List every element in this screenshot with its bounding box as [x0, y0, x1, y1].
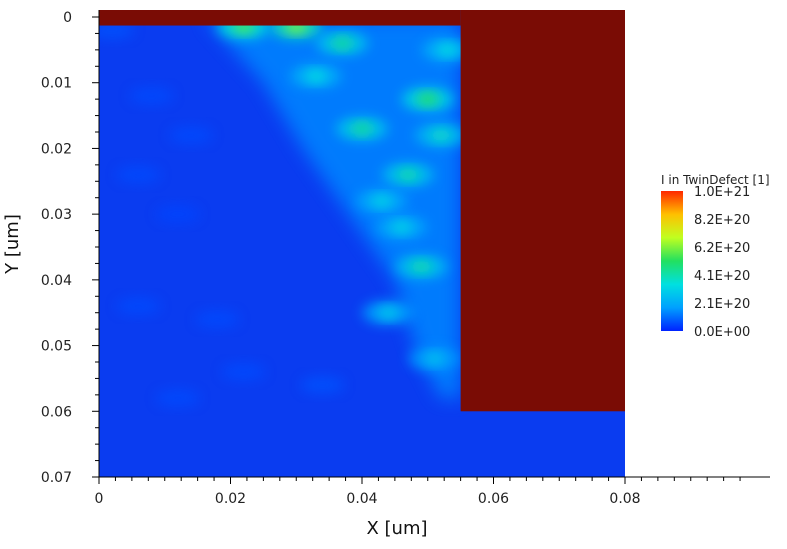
low-defect-patch: [169, 126, 214, 145]
low-defect-patch: [155, 205, 200, 224]
x-axis-ticks: 0 0.02 0.04 0.06 0.08: [95, 477, 741, 507]
colorbar: I in TwinDefect [1] 1.0E+21 8.2E+20 6.2E+2…: [661, 173, 770, 340]
low-defect-patch: [129, 86, 174, 105]
low-defect-patch: [155, 389, 200, 408]
colorbar-labels: 1.0E+21 8.2E+20 6.2E+20 4.1E+20 2.1E+20 0.0E+…: [694, 185, 750, 340]
colorbar-scale: [661, 191, 683, 331]
low-defect-patch: [300, 376, 345, 394]
y-tick-label: 0.05: [41, 339, 72, 355]
defect-hotspot-core: [304, 70, 327, 83]
y-tick-label: 0.04: [41, 273, 72, 289]
y-tick-label: 0: [63, 10, 72, 26]
low-defect-patch: [195, 310, 240, 329]
colorbar-label: 1.0E+21: [694, 185, 750, 200]
colorbar-title: I in TwinDefect [1]: [661, 173, 770, 187]
x-tick-label: 0.06: [478, 491, 509, 507]
defect-hotspot-core: [377, 306, 400, 319]
plot-area: [99, 10, 625, 477]
defect-hotspot-core: [351, 122, 373, 135]
y-tick-label: 0.06: [41, 404, 72, 420]
defect-hotspot-core: [423, 352, 446, 365]
defect-hotspot-core: [429, 129, 452, 142]
colorbar-label: 6.2E+20: [694, 241, 750, 256]
colorbar-label: 8.2E+20: [694, 213, 750, 228]
defect-hotspot-core: [390, 221, 413, 234]
low-defect-patch: [99, 21, 135, 40]
y-tick-label: 0.01: [41, 76, 72, 92]
x-tick-label: 0.02: [215, 491, 246, 507]
colorbar-label: 2.1E+20: [694, 297, 750, 312]
defect-hotspot-core: [416, 93, 439, 106]
colorbar-label: 4.1E+20: [694, 269, 750, 284]
x-axis-title: X [um]: [366, 518, 427, 539]
y-tick-label: 0.07: [41, 470, 72, 486]
low-defect-patch: [221, 362, 266, 381]
y-axis-title: Y [um]: [2, 214, 23, 275]
defect-hotspot-core: [410, 260, 433, 273]
y-axis-ticks: 0 0.01 0.02 0.03 0.04 0.05 0.06 0.07: [41, 10, 99, 486]
low-defect-patch: [116, 165, 161, 184]
x-tick-label: 0.04: [346, 491, 377, 507]
defect-hotspot-core: [331, 37, 354, 50]
x-tick-label: 0: [95, 491, 104, 507]
top-strip-region: [99, 10, 461, 26]
colorbar-label: 0.0E+00: [694, 325, 750, 340]
defect-band: [204, 17, 461, 399]
defect-hotspot-core: [370, 195, 393, 207]
defect-hotspot-core: [436, 43, 459, 56]
low-defect-patch: [116, 297, 161, 316]
y-tick-label: 0.02: [41, 141, 72, 157]
y-tick-label: 0.03: [41, 207, 72, 223]
defect-hotspot-core: [397, 168, 420, 181]
x-tick-label: 0.08: [609, 491, 640, 507]
saturated-block-region: [460, 10, 625, 412]
